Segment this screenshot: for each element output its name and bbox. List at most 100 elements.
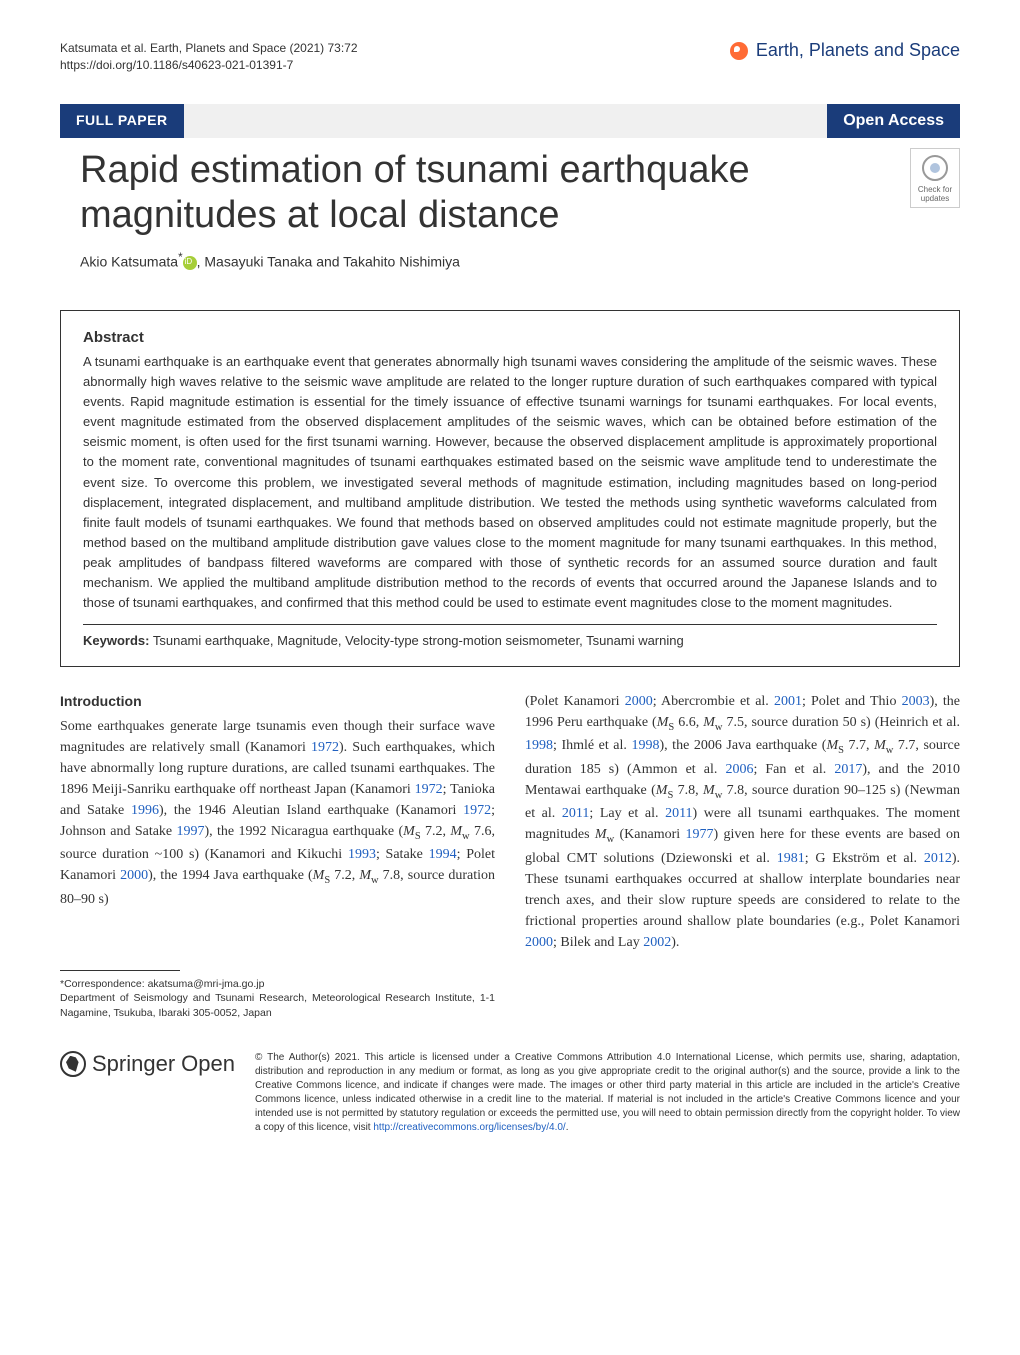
- mw-sub: w: [371, 875, 379, 886]
- ms-symbol: M: [313, 868, 325, 883]
- footnote-separator: [60, 970, 180, 971]
- intro-paragraph-1: Some earthquakes generate large tsunamis…: [60, 716, 495, 910]
- text-run: ; Fan et al.: [753, 762, 834, 777]
- ref-link[interactable]: 2011: [665, 806, 692, 821]
- license-body: © The Author(s) 2021. This article is li…: [255, 1052, 960, 1133]
- text-run: ), the 1994 Java earthquake (: [148, 868, 313, 883]
- check-updates-badge[interactable]: Check for updates: [910, 148, 960, 208]
- ref-link[interactable]: 1972: [415, 782, 443, 797]
- text-run: ), the 2006 Java earthquake (: [659, 738, 826, 753]
- title-row: Rapid estimation of tsunami earthquake m…: [60, 148, 960, 239]
- ref-link[interactable]: 1997: [177, 824, 205, 839]
- article-type-tag: FULL PAPER: [60, 104, 184, 138]
- springer-text: Springer: [92, 1051, 175, 1077]
- orcid-icon[interactable]: [183, 256, 197, 270]
- text-run: 7.5, source duration 50 s) (Heinrich et …: [722, 715, 960, 730]
- ref-link[interactable]: 1981: [777, 851, 805, 866]
- ms-symbol: M: [403, 824, 415, 839]
- ref-link[interactable]: 1972: [311, 740, 339, 755]
- correspondence-label: *Correspondence:: [60, 978, 145, 990]
- journal-logo-icon: [730, 42, 748, 60]
- correspondence-footnote: *Correspondence: akatsuma@mri-jma.go.jp: [60, 977, 495, 992]
- abstract-box: Abstract A tsunami earthquake is an eart…: [60, 310, 960, 667]
- keywords-text: Tsunami earthquake, Magnitude, Velocity-…: [153, 633, 684, 648]
- page-footer: Springer Open © The Author(s) 2021. This…: [60, 1051, 960, 1135]
- citation-line: Katsumata et al. Earth, Planets and Spac…: [60, 40, 358, 57]
- banner-spacer: [184, 104, 828, 138]
- text-run: ; Abercrombie et al.: [653, 694, 774, 709]
- springer-open-text: Open: [181, 1051, 235, 1077]
- ref-link[interactable]: 1977: [686, 827, 714, 842]
- text-run: 6.6,: [674, 715, 703, 730]
- author-rest: , Masayuki Tanaka and Takahito Nishimiya: [197, 253, 460, 269]
- text-run: (Polet Kanamori: [525, 694, 625, 709]
- text-run: ; G Ekström et al.: [805, 851, 924, 866]
- text-run: ; Bilek and Lay: [553, 935, 643, 950]
- ref-link[interactable]: 1998: [631, 738, 659, 753]
- abstract-heading: Abstract: [83, 329, 937, 346]
- ref-link[interactable]: 1993: [348, 847, 376, 862]
- ref-link[interactable]: 2006: [725, 762, 753, 777]
- keywords-label: Keywords:: [83, 633, 149, 648]
- mw-sub: w: [462, 830, 470, 841]
- keywords-row: Keywords: Tsunami earthquake, Magnitude,…: [83, 624, 937, 648]
- ref-link[interactable]: 2017: [834, 762, 862, 777]
- body-columns: Introduction Some earthquakes generate l…: [60, 691, 960, 1021]
- check-updates-label: Check for updates: [911, 185, 959, 203]
- text-run: (Kanamori: [614, 827, 685, 842]
- journal-brand: Earth, Planets and Space: [730, 40, 960, 61]
- ref-link[interactable]: 2012: [924, 851, 952, 866]
- column-left: Introduction Some earthquakes generate l…: [60, 691, 495, 1021]
- page-header: Katsumata et al. Earth, Planets and Spac…: [60, 40, 960, 74]
- text-run: 7.8,: [673, 783, 703, 798]
- crossmark-icon: [922, 155, 948, 181]
- correspondence-email: akatsuma@mri-jma.go.jp: [148, 978, 265, 990]
- ref-link[interactable]: 2011: [562, 806, 589, 821]
- mw-symbol: M: [450, 824, 462, 839]
- authors-line: Akio Katsumata* , Masayuki Tanaka and Tak…: [60, 251, 960, 270]
- springer-horse-icon: [60, 1051, 86, 1077]
- text-run: 7.2,: [330, 868, 359, 883]
- mw-symbol: M: [703, 783, 715, 798]
- ms-symbol: M: [826, 738, 838, 753]
- affiliation-footnote: Department of Seismology and Tsunami Res…: [60, 991, 495, 1020]
- ref-link[interactable]: 2000: [525, 935, 553, 950]
- license-tail: .: [566, 1122, 569, 1133]
- mw-symbol: M: [703, 715, 715, 730]
- mw-symbol: M: [595, 827, 607, 842]
- text-run: ), the 1946 Aleutian Island earthquake (…: [159, 803, 463, 818]
- ref-link[interactable]: 2000: [625, 694, 653, 709]
- text-run: ; Satake: [376, 847, 429, 862]
- ref-link[interactable]: 2000: [120, 868, 148, 883]
- mw-symbol: M: [874, 738, 886, 753]
- intro-paragraph-2: (Polet Kanamori 2000; Abercrombie et al.…: [525, 691, 960, 953]
- ms-symbol: M: [656, 783, 668, 798]
- text-run: 7.2,: [421, 824, 451, 839]
- text-run: ).: [671, 935, 679, 950]
- springer-open-logo: Springer Open: [60, 1051, 235, 1077]
- article-type-banner: FULL PAPER Open Access: [60, 104, 960, 138]
- citation-block: Katsumata et al. Earth, Planets and Spac…: [60, 40, 358, 74]
- ref-link[interactable]: 2002: [643, 935, 671, 950]
- license-text: © The Author(s) 2021. This article is li…: [255, 1051, 960, 1135]
- license-url-link[interactable]: http://creativecommons.org/licenses/by/4…: [373, 1122, 565, 1133]
- ref-link[interactable]: 2003: [902, 694, 930, 709]
- text-run: ), the 1992 Nicaragua earthquake (: [205, 824, 404, 839]
- ref-link[interactable]: 1996: [131, 803, 159, 818]
- doi-line: https://doi.org/10.1186/s40623-021-01391…: [60, 57, 358, 74]
- ref-link[interactable]: 1972: [463, 803, 491, 818]
- author-1-name: Akio Katsumata: [80, 253, 178, 269]
- text-run: ; Lay et al.: [589, 806, 665, 821]
- ref-link[interactable]: 2001: [774, 694, 802, 709]
- abstract-text: A tsunami earthquake is an earthquake ev…: [83, 352, 937, 614]
- text-run: ; Polet and Thio: [802, 694, 902, 709]
- column-right: (Polet Kanamori 2000; Abercrombie et al.…: [525, 691, 960, 1021]
- ref-link[interactable]: 1994: [429, 847, 457, 862]
- journal-name: Earth, Planets and Space: [756, 40, 960, 61]
- open-access-tag: Open Access: [827, 104, 960, 138]
- text-run: 7.7,: [844, 738, 874, 753]
- ref-link[interactable]: 1998: [525, 738, 553, 753]
- author-1-mark: *: [178, 251, 183, 264]
- text-run: ; Ihmlé et al.: [553, 738, 631, 753]
- ms-symbol: M: [657, 715, 669, 730]
